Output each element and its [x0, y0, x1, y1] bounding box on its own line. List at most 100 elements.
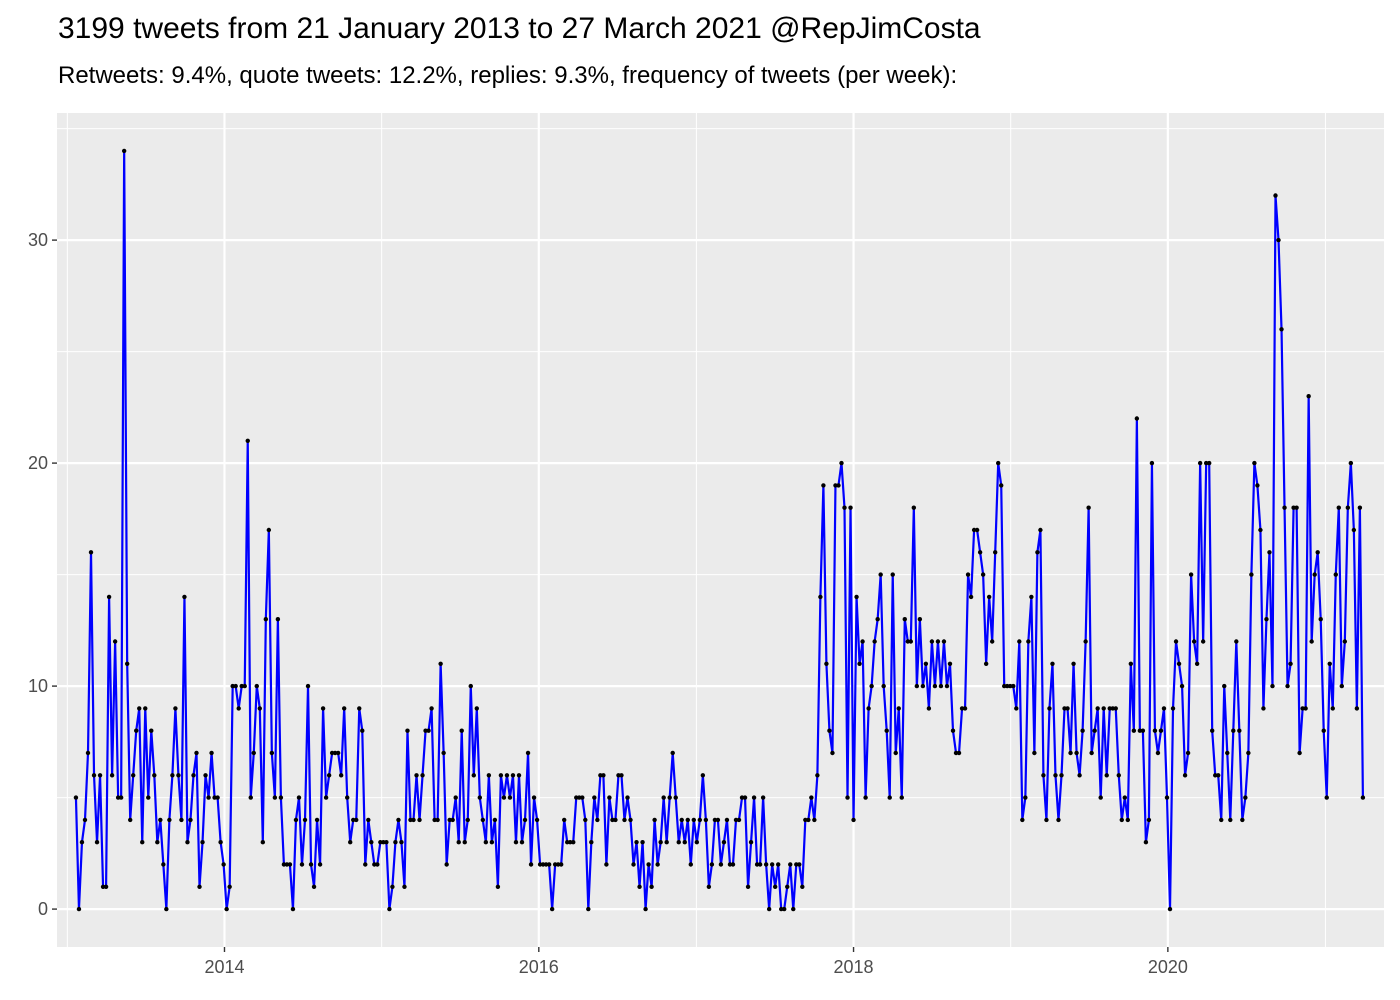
data-point [254, 683, 259, 689]
data-point [429, 706, 434, 711]
data-point [1074, 750, 1079, 756]
data-point [887, 795, 892, 800]
data-point [869, 683, 874, 689]
data-point [1231, 728, 1236, 733]
data-point [1155, 750, 1161, 756]
data-point [926, 706, 932, 711]
data-point [1080, 728, 1085, 733]
y-tick-label: 10 [28, 676, 48, 696]
data-point [1255, 483, 1260, 488]
data-point [884, 728, 889, 733]
data-point [438, 661, 443, 666]
data-point [866, 706, 871, 711]
data-point [685, 817, 690, 823]
points-layer [73, 148, 1366, 912]
data-point [242, 683, 247, 689]
data-point [1131, 728, 1137, 733]
data-point [82, 817, 88, 823]
data-point [815, 773, 820, 778]
data-point [1119, 817, 1124, 823]
data-point [1351, 527, 1357, 533]
y-tick-label: 20 [28, 453, 48, 473]
data-point [1116, 773, 1121, 778]
data-point [516, 773, 522, 778]
data-point [1185, 750, 1191, 756]
data-point [296, 795, 302, 800]
tweets-per-week-line [74, 149, 1364, 911]
data-point [278, 795, 284, 800]
data-point [610, 817, 615, 823]
data-point [1071, 661, 1076, 666]
data-point [809, 795, 814, 800]
data-point [230, 683, 235, 689]
data-point [721, 839, 727, 845]
data-point [176, 773, 181, 778]
data-point [779, 906, 784, 912]
data-point [592, 795, 597, 800]
data-point [1297, 750, 1302, 756]
data-point [953, 750, 959, 756]
data-point [999, 483, 1004, 488]
data-point [818, 594, 823, 600]
series-layer [74, 149, 1364, 911]
data-point [100, 884, 106, 889]
data-point [399, 839, 404, 845]
data-point [414, 773, 419, 778]
data-point [932, 683, 938, 689]
data-point [1122, 795, 1128, 800]
data-point [845, 795, 850, 800]
data-point [164, 906, 169, 912]
data-point [718, 862, 724, 867]
data-point [1128, 661, 1134, 666]
data-point [323, 795, 329, 800]
data-point [980, 572, 986, 577]
data-point [1065, 706, 1070, 711]
data-point [697, 817, 703, 823]
data-point [1258, 527, 1263, 533]
data-point [341, 706, 347, 711]
data-point [1152, 728, 1158, 733]
data-point [185, 839, 190, 845]
data-point [109, 773, 115, 778]
data-point [935, 639, 941, 644]
data-point [628, 817, 633, 823]
x-tick-label: 2020 [1148, 957, 1188, 977]
data-point [1047, 706, 1052, 711]
data-point [700, 773, 706, 778]
data-point [1267, 550, 1272, 555]
data-point [498, 773, 504, 778]
data-point [1200, 639, 1206, 644]
data-point [643, 906, 648, 912]
data-point [905, 639, 910, 644]
data-point [655, 862, 660, 867]
data-point [1342, 639, 1348, 644]
data-point [537, 862, 543, 867]
data-point [468, 683, 473, 689]
data-point [851, 817, 856, 823]
data-point [676, 839, 681, 845]
data-point [860, 639, 865, 644]
data-point [664, 839, 669, 845]
data-point [908, 639, 914, 644]
data-point [923, 661, 929, 666]
data-point [1213, 773, 1218, 778]
data-point [968, 594, 974, 600]
data-point [1032, 750, 1037, 756]
data-point [791, 906, 796, 912]
data-point [625, 795, 630, 800]
data-point [1107, 706, 1112, 711]
chart-title: 3199 tweets from 21 January 2013 to 27 M… [58, 12, 981, 45]
data-point [1360, 795, 1366, 800]
data-point [875, 617, 880, 622]
data-point [450, 817, 455, 823]
data-point [772, 884, 778, 889]
data-point [549, 906, 555, 912]
data-point [546, 862, 552, 867]
data-point [613, 817, 618, 823]
data-point [649, 884, 654, 889]
data-point [338, 773, 344, 778]
data-point [203, 773, 208, 778]
data-point [266, 527, 272, 533]
data-point [1282, 505, 1287, 510]
data-point [299, 862, 305, 867]
